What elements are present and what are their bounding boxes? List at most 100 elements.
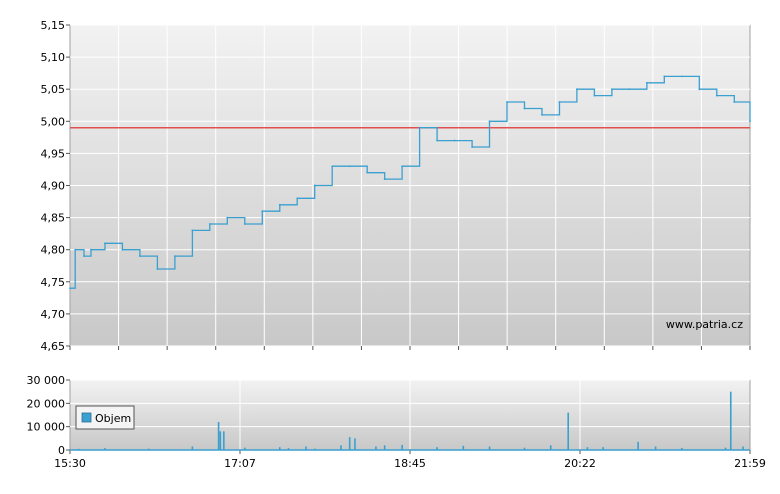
price-point [383,178,386,180]
volume-bar [278,447,281,450]
price-point [348,165,351,168]
volume-panel: 0 10 000 20 000 30 000 15:30 17:07 18:45 20:22 2… [27,374,766,470]
volume-bar [223,431,225,450]
price-point [121,248,124,251]
volume-bar [219,431,222,450]
price-point [471,146,473,148]
volume-bar [602,447,604,450]
volume-bar [681,447,683,450]
price-point [680,75,683,78]
price-point [156,268,159,270]
volume-bar [191,446,194,450]
price-point [663,75,666,78]
price-ytick-label: 4,85 [41,212,66,225]
volume-bar [340,445,342,450]
price-ytick-label: 4,65 [41,340,66,353]
price-point [436,139,438,142]
price-point [261,210,264,213]
volume-xtick-label: 17:07 [224,457,256,470]
volume-bar [462,445,465,450]
price-point [698,88,701,91]
price-point [506,101,508,103]
volume-bar [383,445,386,450]
volume-legend: Objem [75,405,135,430]
price-point [523,107,526,110]
volume-bar [436,447,438,450]
volume-bar [313,448,316,450]
volume-bar [354,438,356,450]
volume-bar [586,447,589,450]
volume-ytick-label: 30 000 [27,374,66,387]
price-point [418,126,421,129]
volume-xtick-label: 18:45 [394,457,426,470]
volume-bar [147,448,150,450]
price-ytick-label: 5,00 [41,115,66,128]
price-point [611,88,613,91]
volume-bar [77,448,80,450]
volume-bar [217,422,220,450]
price-point [69,287,71,290]
volume-bar [401,444,403,450]
volume-bar [305,446,307,450]
price-point [208,223,211,225]
price-ytick-label: 4,75 [41,276,66,289]
price-ytick-label: 5,15 [41,19,66,32]
price-ytick-label: 5,10 [41,51,66,64]
volume-ytick-label: 20 000 [27,397,66,410]
price-point [541,113,543,116]
volume-bar [104,448,106,450]
price-point [401,165,404,168]
volume-bar [244,447,246,450]
volume-bar [348,437,351,450]
price-point [191,229,194,232]
price-point [749,120,751,123]
price-ytick-label: 4,80 [41,244,66,257]
volume-bar [637,441,639,450]
volume-bar [724,447,727,450]
price-ytick-label: 4,70 [41,308,66,321]
volume-bar [567,412,570,450]
price-point [715,94,718,97]
volume-bar [729,391,732,450]
price-point [296,197,299,200]
volume-bar [287,448,290,450]
price-point [558,101,561,103]
price-point [733,101,736,103]
price-point [628,88,631,91]
price-point [645,81,648,84]
price-point [313,184,316,187]
price-ytick-label: 5,05 [41,83,66,96]
price-point [74,248,77,251]
price-point [83,255,85,258]
volume-ytick-label: 0 [58,444,65,457]
volume-xtick-label: 15:30 [54,457,86,470]
price-point [243,223,246,225]
price-ytick-label: 4,90 [41,180,66,193]
price-ytick-label: 4,95 [41,147,66,160]
watermark: www.patria.cz [666,318,743,331]
price-point [366,171,369,174]
volume-bar [523,447,526,450]
price-point [453,139,456,142]
volume-xtick-label: 21:59 [734,457,766,470]
price-point [90,248,92,251]
volume-bar [375,446,377,450]
price-point [278,203,281,206]
price-point [226,216,229,219]
price-point [488,120,491,123]
volume-bar [742,446,744,450]
price-point [173,255,176,258]
price-point [576,88,578,91]
volume-bar [654,446,657,450]
volume-bar [488,446,491,450]
legend-label: Objem [95,412,131,425]
volume-xtick-label: 20:22 [564,457,596,470]
volume-ytick-label: 10 000 [27,421,66,434]
price-point [139,255,141,258]
price-point [593,94,596,97]
price-panel: 4,65 4,70 4,75 4,80 4,85 4,90 4,95 5,00 5,05 5,10… [41,19,751,353]
volume-bar [549,445,552,450]
price-point [331,165,334,168]
